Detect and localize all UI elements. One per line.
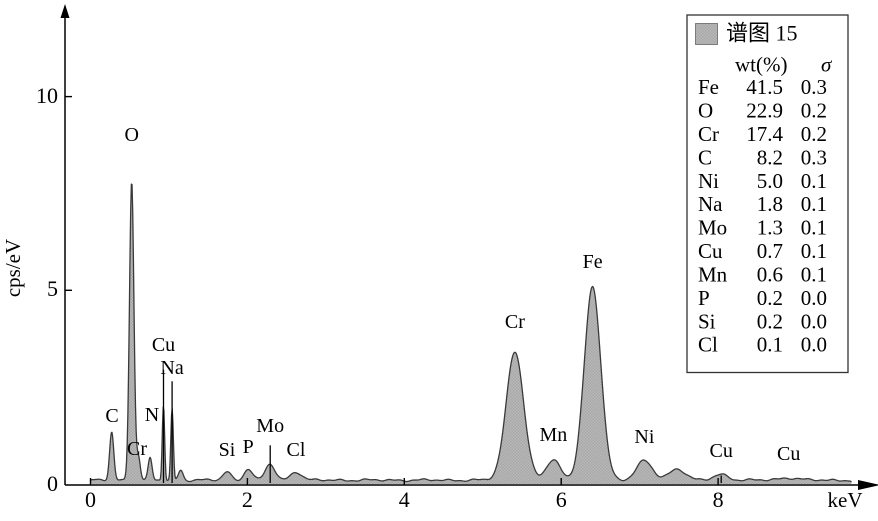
svg-text:谱图 15: 谱图 15 — [726, 21, 798, 46]
svg-text:0.1: 0.1 — [801, 239, 827, 263]
svg-text:keV: keV — [828, 488, 863, 512]
svg-text:41.5: 41.5 — [746, 75, 783, 99]
svg-text:Si: Si — [219, 439, 236, 461]
svg-text:0.2: 0.2 — [757, 309, 783, 333]
svg-text:0.3: 0.3 — [801, 145, 827, 169]
svg-text:P: P — [243, 436, 254, 458]
svg-text:0: 0 — [85, 487, 96, 512]
svg-text:O: O — [124, 124, 138, 146]
svg-text:17.4: 17.4 — [746, 122, 783, 146]
svg-text:5: 5 — [47, 276, 58, 301]
svg-text:Fe: Fe — [698, 75, 719, 99]
svg-text:Cr: Cr — [127, 438, 147, 460]
svg-text:0.6: 0.6 — [757, 263, 783, 287]
svg-text:1.8: 1.8 — [757, 192, 783, 216]
svg-text:Cr: Cr — [698, 122, 719, 146]
svg-text:10: 10 — [36, 83, 58, 108]
svg-text:0.7: 0.7 — [757, 239, 783, 263]
svg-text:Mo: Mo — [256, 415, 284, 437]
svg-text:22.9: 22.9 — [746, 99, 783, 123]
svg-text:0.2: 0.2 — [757, 286, 783, 310]
svg-text:0.2: 0.2 — [801, 122, 827, 146]
svg-text:6: 6 — [556, 487, 567, 512]
svg-text:Cu: Cu — [698, 239, 723, 263]
svg-text:Na: Na — [160, 357, 183, 379]
svg-text:0.2: 0.2 — [801, 99, 827, 123]
svg-text:0.1: 0.1 — [757, 333, 783, 357]
svg-text:1.3: 1.3 — [757, 216, 783, 240]
svg-text:2: 2 — [242, 487, 253, 512]
svg-text:5.0: 5.0 — [757, 169, 783, 193]
svg-text:0.1: 0.1 — [801, 263, 827, 287]
svg-text:0.1: 0.1 — [801, 192, 827, 216]
svg-text:σ: σ — [821, 53, 833, 77]
svg-text:0: 0 — [47, 471, 58, 496]
svg-text:Cu: Cu — [710, 440, 733, 462]
svg-text:0.1: 0.1 — [801, 169, 827, 193]
svg-text:O: O — [698, 99, 713, 123]
svg-text:Cl: Cl — [698, 333, 718, 357]
svg-text:0.0: 0.0 — [801, 286, 827, 310]
svg-text:Mn: Mn — [540, 424, 568, 446]
svg-text:0.1: 0.1 — [801, 216, 827, 240]
svg-text:Fe: Fe — [583, 251, 603, 273]
svg-text:Cu: Cu — [152, 334, 175, 356]
svg-text:0.0: 0.0 — [801, 309, 827, 333]
svg-text:wt(%): wt(%) — [735, 53, 787, 77]
svg-text:Mo: Mo — [698, 216, 727, 240]
svg-text:cps/eV: cps/eV — [1, 239, 25, 297]
svg-text:Cu: Cu — [777, 443, 800, 465]
svg-text:Cl: Cl — [287, 439, 306, 461]
svg-text:0.0: 0.0 — [801, 333, 827, 357]
svg-text:C: C — [698, 145, 712, 169]
svg-text:Ni: Ni — [634, 426, 654, 448]
svg-text:Na: Na — [698, 192, 723, 216]
svg-text:8: 8 — [713, 487, 724, 512]
svg-text:8.2: 8.2 — [757, 145, 783, 169]
svg-text:N: N — [145, 404, 159, 426]
svg-text:0.3: 0.3 — [801, 75, 827, 99]
svg-text:P: P — [698, 286, 710, 310]
svg-text:4: 4 — [399, 487, 410, 512]
svg-text:Ni: Ni — [698, 169, 719, 193]
svg-text:Mn: Mn — [698, 263, 728, 287]
svg-text:Si: Si — [698, 309, 716, 333]
svg-text:C: C — [105, 405, 118, 427]
svg-text:Cr: Cr — [505, 311, 525, 333]
